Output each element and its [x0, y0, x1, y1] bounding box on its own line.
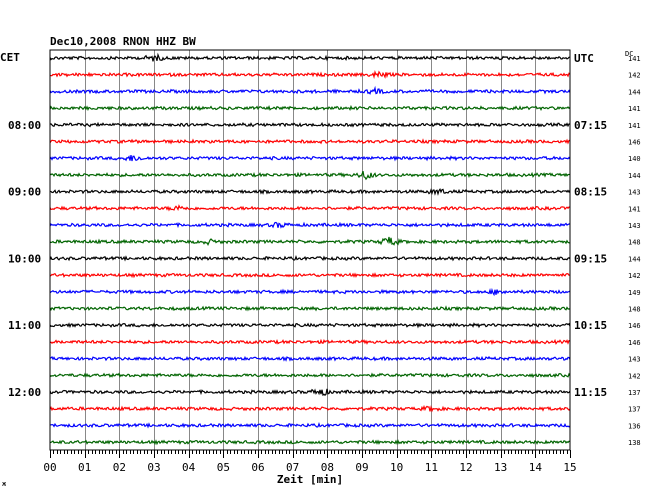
utc-time-label: 11:15 [574, 386, 607, 399]
x-tick-label-03: 03 [147, 461, 160, 474]
trace-line-5 [49, 138, 571, 145]
trace-line-7 [49, 170, 571, 181]
dc-value-10: 143 [628, 222, 641, 230]
x-tick-label-15: 15 [563, 461, 576, 474]
x-tick-label-01: 01 [78, 461, 91, 474]
x-tick-label-10: 10 [390, 461, 403, 474]
trace-line-10 [49, 221, 571, 229]
cet-time-label: 08:00 [8, 119, 41, 132]
dc-value-6: 140 [628, 155, 641, 163]
dc-value-3: 141 [628, 105, 641, 113]
trace-line-6 [49, 155, 571, 162]
utc-time-label: 10:15 [574, 319, 607, 332]
dc-value-14: 149 [628, 289, 641, 297]
trace-group [49, 52, 571, 446]
trace-line-13 [49, 272, 571, 279]
dc-value-19: 142 [628, 372, 641, 380]
trace-line-1 [49, 69, 571, 80]
trace-line-4 [49, 121, 571, 128]
dc-value-11: 148 [628, 239, 641, 247]
dc-header-label: DC [625, 50, 633, 58]
dc-value-15: 148 [628, 306, 641, 314]
dc-values: 141 142 144 141 141 146 140 144 143 141 143 148 144 1… [628, 55, 641, 447]
cet-time-label: 09:00 [8, 186, 41, 199]
x-tick-label-09: 09 [355, 461, 368, 474]
trace-line-14 [49, 287, 571, 297]
trace-line-23 [49, 439, 571, 446]
trace-line-22 [49, 422, 571, 429]
dc-value-23: 138 [628, 439, 641, 447]
utc-time-label: 07:15 [574, 119, 607, 132]
dc-value-17: 146 [628, 339, 641, 347]
cet-time-label: 12:00 [8, 386, 41, 399]
x-tick-label-08: 08 [321, 461, 334, 474]
dc-value-16: 146 [628, 322, 641, 330]
x-tick-label-04: 04 [182, 461, 196, 474]
dc-value-18: 143 [628, 356, 641, 364]
dc-value-20: 137 [628, 389, 641, 397]
trace-line-11 [49, 236, 571, 247]
dc-value-9: 141 [628, 205, 641, 213]
footnote-mark: ж [2, 480, 7, 488]
time-labels: 08:00 09:00 10:00 11:00 12:00 UTC 07:15 08:15 09… [8, 52, 607, 399]
x-tick-label-11: 11 [425, 461, 438, 474]
dc-value-2: 144 [628, 88, 641, 96]
x-tick-label-14: 14 [529, 461, 543, 474]
dc-value-0: 141 [628, 55, 641, 63]
left-timezone-label: CET [0, 51, 20, 64]
grid-lines [85, 50, 536, 450]
x-tick-label-06: 06 [251, 461, 264, 474]
trace-line-9 [49, 204, 571, 212]
utc-time-label: UTC [574, 52, 594, 65]
trace-line-16 [49, 322, 571, 329]
trace-line-8 [49, 187, 571, 196]
trace-line-0 [49, 52, 571, 62]
dc-value-1: 142 [628, 72, 641, 80]
dc-value-12: 144 [628, 255, 641, 263]
trace-line-18 [49, 355, 571, 362]
dc-value-21: 137 [628, 406, 641, 414]
utc-time-label: 09:15 [574, 252, 607, 265]
x-axis: 00 01 02 03 04 05 06 07 08 09 10 11 12 13 14 15 [43, 450, 577, 474]
cet-time-label: 10:00 [8, 252, 41, 265]
x-tick-label-13: 13 [494, 461, 507, 474]
x-axis-label: Zeit [min] [277, 473, 343, 486]
x-tick-label-00: 00 [43, 461, 56, 474]
trace-line-2 [49, 85, 571, 95]
dc-value-7: 144 [628, 172, 641, 180]
trace-line-19 [49, 372, 571, 379]
trace-line-20 [49, 388, 571, 397]
trace-line-15 [49, 305, 571, 312]
cet-time-label: 11:00 [8, 319, 41, 332]
trace-line-12 [49, 255, 571, 262]
dc-value-4: 141 [628, 122, 641, 130]
chart-title: Dec10,2008 RNON HHZ BW [50, 35, 196, 48]
dc-value-22: 136 [628, 422, 641, 430]
trace-line-17 [49, 338, 571, 345]
dc-value-13: 142 [628, 272, 641, 280]
dc-value-5: 146 [628, 139, 641, 147]
x-tick-label-07: 07 [286, 461, 299, 474]
dc-value-8: 143 [628, 189, 641, 197]
x-tick-label-12: 12 [459, 461, 472, 474]
x-tick-label-05: 05 [217, 461, 230, 474]
trace-line-21 [49, 404, 571, 413]
x-tick-label-02: 02 [113, 461, 126, 474]
utc-time-label: 08:15 [574, 186, 607, 199]
trace-line-3 [49, 104, 571, 112]
